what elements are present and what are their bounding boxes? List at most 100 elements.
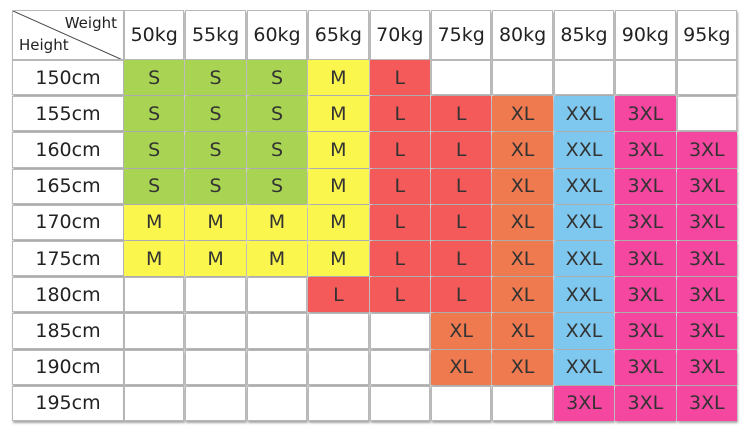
size-cell-l: L bbox=[369, 96, 430, 132]
size-cell-m: M bbox=[246, 241, 308, 277]
size-cell-l: L bbox=[369, 168, 430, 204]
weight-header-55kg: 55kg bbox=[185, 10, 246, 60]
size-cell-l: L bbox=[431, 168, 492, 204]
size-cell-s: S bbox=[246, 132, 308, 168]
size-cell-empty bbox=[431, 60, 492, 96]
size-cell-m: M bbox=[185, 241, 246, 277]
size-cell-3xl: 3XL bbox=[615, 204, 676, 240]
size-cell-xl: XL bbox=[492, 96, 553, 132]
size-cell-xxl: XXL bbox=[553, 168, 615, 204]
size-cell-empty bbox=[308, 385, 369, 421]
size-cell-m: M bbox=[308, 204, 369, 240]
size-cell-m: M bbox=[246, 204, 308, 240]
size-cell-l: L bbox=[369, 241, 430, 277]
size-cell-xl: XL bbox=[492, 168, 553, 204]
weight-header-75kg: 75kg bbox=[431, 10, 492, 60]
size-cell-empty bbox=[246, 385, 308, 421]
size-cell-s: S bbox=[246, 96, 308, 132]
size-cell-3xl: 3XL bbox=[676, 349, 737, 385]
size-cell-m: M bbox=[124, 241, 185, 277]
size-cell-s: S bbox=[124, 60, 185, 96]
size-cell-3xl: 3XL bbox=[615, 132, 676, 168]
size-cell-empty bbox=[124, 313, 185, 349]
size-cell-m: M bbox=[308, 60, 369, 96]
size-cell-empty bbox=[246, 313, 308, 349]
size-cell-l: L bbox=[431, 277, 492, 313]
height-label-155cm: 155cm bbox=[12, 96, 124, 132]
size-cell-xl: XL bbox=[492, 313, 553, 349]
weight-header-50kg: 50kg bbox=[124, 10, 185, 60]
size-cell-empty bbox=[246, 277, 308, 313]
size-cell-xxl: XXL bbox=[553, 241, 615, 277]
weight-header-90kg: 90kg bbox=[615, 10, 676, 60]
size-cell-3xl: 3XL bbox=[676, 313, 737, 349]
height-label-170cm: 170cm bbox=[12, 204, 124, 240]
weight-header-65kg: 65kg bbox=[308, 10, 369, 60]
size-cell-xl: XL bbox=[492, 132, 553, 168]
size-cell-m: M bbox=[308, 241, 369, 277]
size-cell-3xl: 3XL bbox=[615, 168, 676, 204]
size-cell-s: S bbox=[124, 96, 185, 132]
size-cell-xxl: XXL bbox=[553, 204, 615, 240]
height-label-160cm: 160cm bbox=[12, 132, 124, 168]
weight-header-80kg: 80kg bbox=[492, 10, 553, 60]
size-cell-3xl: 3XL bbox=[676, 168, 737, 204]
size-cell-3xl: 3XL bbox=[676, 204, 737, 240]
size-cell-m: M bbox=[308, 96, 369, 132]
size-cell-m: M bbox=[185, 204, 246, 240]
size-cell-m: M bbox=[308, 168, 369, 204]
corner-header: Weight Height bbox=[12, 10, 124, 60]
size-cell-empty bbox=[308, 313, 369, 349]
weight-header-60kg: 60kg bbox=[246, 10, 308, 60]
size-cell-l: L bbox=[369, 277, 430, 313]
size-cell-3xl: 3XL bbox=[676, 132, 737, 168]
weight-axis-label: Weight bbox=[64, 14, 117, 32]
size-cell-xxl: XXL bbox=[553, 277, 615, 313]
size-cell-empty bbox=[185, 277, 246, 313]
size-cell-empty bbox=[492, 60, 553, 96]
height-label-175cm: 175cm bbox=[12, 241, 124, 277]
size-cell-3xl: 3XL bbox=[615, 313, 676, 349]
size-cell-empty bbox=[124, 385, 185, 421]
size-cell-3xl: 3XL bbox=[676, 241, 737, 277]
size-cell-xl: XL bbox=[492, 204, 553, 240]
size-cell-empty bbox=[185, 385, 246, 421]
size-cell-3xl: 3XL bbox=[615, 241, 676, 277]
size-cell-empty bbox=[369, 313, 430, 349]
size-cell-empty bbox=[431, 385, 492, 421]
size-cell-m: M bbox=[308, 132, 369, 168]
size-cell-s: S bbox=[185, 96, 246, 132]
size-cell-empty bbox=[553, 60, 615, 96]
height-label-180cm: 180cm bbox=[12, 277, 124, 313]
size-cell-m: M bbox=[124, 204, 185, 240]
weight-header-95kg: 95kg bbox=[676, 10, 737, 60]
size-cell-xxl: XXL bbox=[553, 349, 615, 385]
size-cell-s: S bbox=[124, 168, 185, 204]
size-cell-empty bbox=[676, 96, 737, 132]
size-cell-s: S bbox=[246, 168, 308, 204]
size-cell-s: S bbox=[124, 132, 185, 168]
size-cell-xl: XL bbox=[492, 277, 553, 313]
size-cell-empty bbox=[308, 349, 369, 385]
weight-header-85kg: 85kg bbox=[553, 10, 615, 60]
size-cell-l: L bbox=[431, 96, 492, 132]
size-cell-xxl: XXL bbox=[553, 132, 615, 168]
size-chart-table: Weight Height 50kg 55kg 60kg 65kg 70kg 75kg 80… bbox=[12, 10, 738, 422]
size-cell-xxl: XXL bbox=[553, 96, 615, 132]
size-cell-3xl: 3XL bbox=[615, 385, 676, 421]
height-label-190cm: 190cm bbox=[12, 349, 124, 385]
size-cell-xl: XL bbox=[492, 241, 553, 277]
size-cell-l: L bbox=[431, 204, 492, 240]
size-cell-empty bbox=[124, 277, 185, 313]
size-cell-empty bbox=[185, 349, 246, 385]
size-cell-3xl: 3XL bbox=[676, 277, 737, 313]
size-cell-empty bbox=[615, 60, 676, 96]
diagonal-divider-icon bbox=[13, 11, 122, 59]
size-cell-3xl: 3XL bbox=[615, 277, 676, 313]
size-cell-empty bbox=[369, 349, 430, 385]
size-cell-s: S bbox=[185, 168, 246, 204]
height-label-185cm: 185cm bbox=[12, 313, 124, 349]
height-axis-label: Height bbox=[19, 36, 69, 54]
size-cell-s: S bbox=[185, 132, 246, 168]
height-label-165cm: 165cm bbox=[12, 168, 124, 204]
